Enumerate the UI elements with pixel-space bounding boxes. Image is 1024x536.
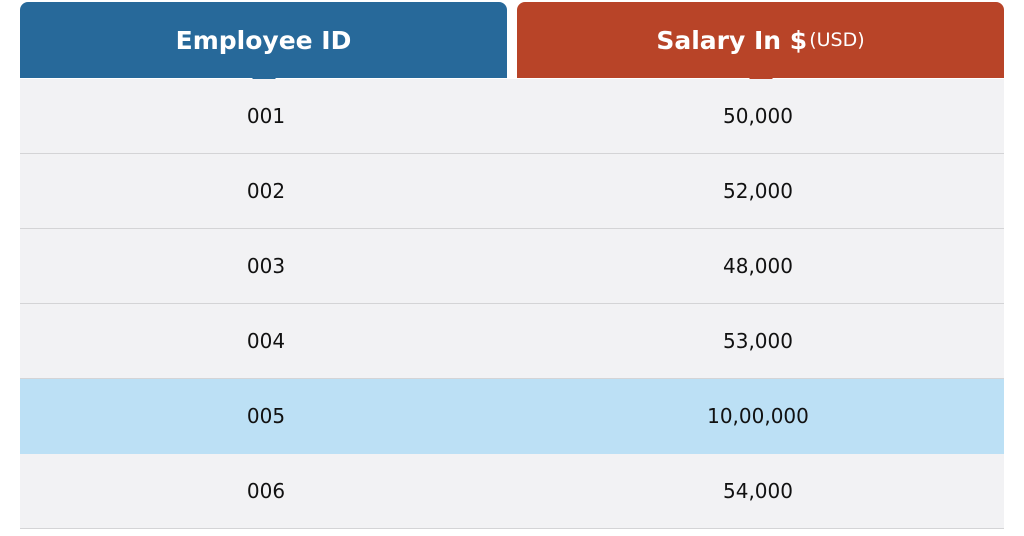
table-cell: 50,000 xyxy=(723,104,793,128)
table-cell: 002 xyxy=(246,179,286,203)
column-header: Employee ID xyxy=(20,2,507,90)
table-cell: 54,000 xyxy=(723,479,793,503)
table-cell: 52,000 xyxy=(723,179,793,203)
table-row: 006 54,000 xyxy=(20,454,1004,529)
column-header: Salary In $ (USD) xyxy=(517,2,1004,90)
header-title: Employee ID xyxy=(175,25,352,55)
table-row: 001 50,000 xyxy=(20,79,1004,154)
table-cell: 001 xyxy=(246,104,286,128)
header-title: Salary In $ xyxy=(656,25,808,55)
table-cell: 006 xyxy=(246,479,286,503)
table-body: 001 50,000 002 52,000 003 48,000 004 53,000 005 1… xyxy=(20,79,1004,529)
header-unit: (USD) xyxy=(809,29,865,51)
table-row: 002 52,000 xyxy=(20,154,1004,229)
table-cell: 005 xyxy=(246,404,286,428)
table-cell: 10,00,000 xyxy=(707,404,809,428)
table-cell: 003 xyxy=(246,254,286,278)
table-cell: 53,000 xyxy=(723,329,793,353)
table-cell: 48,000 xyxy=(723,254,793,278)
table-row: 004 53,000 xyxy=(20,304,1004,379)
table-row: 005 10,00,000 xyxy=(20,379,1004,454)
table-cell: 004 xyxy=(246,329,286,353)
table-row: 003 48,000 xyxy=(20,229,1004,304)
